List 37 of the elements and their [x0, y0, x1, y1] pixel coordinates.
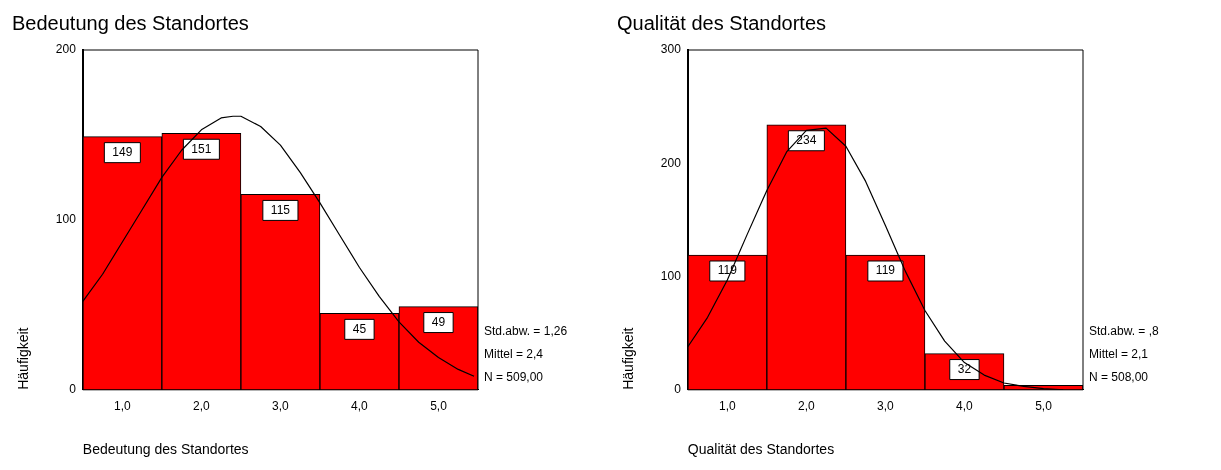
y-axis-title: Häufigkeit: [620, 327, 637, 390]
x-tick-label: 4,0: [351, 399, 369, 414]
y-tick-label: 0: [674, 382, 682, 397]
y-axis-title: Häufigkeit: [15, 327, 32, 390]
y-tick-label: 100: [55, 212, 77, 227]
data-label: 45: [352, 321, 367, 336]
x-tick-label: 4,0: [956, 399, 974, 414]
data-label: 234: [796, 133, 817, 148]
data-label: 119: [875, 263, 896, 278]
x-axis-title: Bedeutung des Standortes: [82, 441, 249, 458]
data-label: 151: [191, 141, 212, 156]
x-tick-label: 3,0: [877, 399, 895, 414]
text: Mittel = 2,1: [1089, 347, 1149, 362]
x-tick-label: 2,0: [798, 399, 816, 414]
x-tick-label: 5,0: [1035, 399, 1053, 414]
data-label: 32: [957, 361, 972, 376]
x-tick-label: 1,0: [719, 399, 736, 414]
y-tick-label: 100: [660, 268, 682, 283]
x-tick-label: 5,0: [430, 399, 448, 414]
y-tick-label: 200: [55, 42, 77, 57]
text: Mittel = 2,4: [484, 347, 544, 362]
x-tick-label: 2,0: [193, 399, 211, 414]
data-label: 49: [431, 314, 446, 329]
y-tick-label: 0: [69, 382, 77, 397]
chart-title: Bedeutung des Standortes: [12, 11, 249, 34]
data-label: 149: [112, 144, 133, 159]
x-tick-label: 3,0: [272, 399, 290, 414]
x-axis-title: Qualität des Standortes: [687, 441, 835, 458]
text: N = 508,00: [1089, 370, 1149, 385]
chart-title: Qualität des Standortes: [617, 11, 827, 34]
text: N = 509,00: [484, 370, 544, 385]
x-tick-label: 1,0: [114, 399, 131, 414]
y-tick-label: 200: [660, 155, 682, 170]
y-tick-label: 300: [660, 42, 682, 57]
data-label: 115: [270, 202, 291, 217]
text: Std.abw. = 1,26: [484, 324, 568, 339]
text: Std.abw. = ,8: [1089, 324, 1160, 339]
